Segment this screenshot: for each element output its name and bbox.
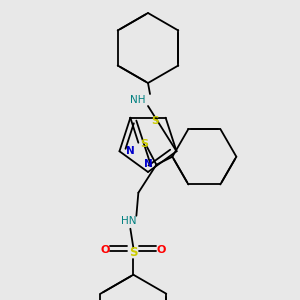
- Text: O: O: [157, 245, 166, 255]
- Text: O: O: [101, 245, 110, 255]
- Text: N: N: [127, 146, 135, 156]
- Text: HN: HN: [121, 216, 136, 226]
- Text: S: S: [140, 139, 148, 149]
- Text: S: S: [151, 116, 159, 126]
- Text: S: S: [129, 246, 138, 259]
- Text: N: N: [144, 159, 152, 169]
- Text: NH: NH: [130, 95, 146, 105]
